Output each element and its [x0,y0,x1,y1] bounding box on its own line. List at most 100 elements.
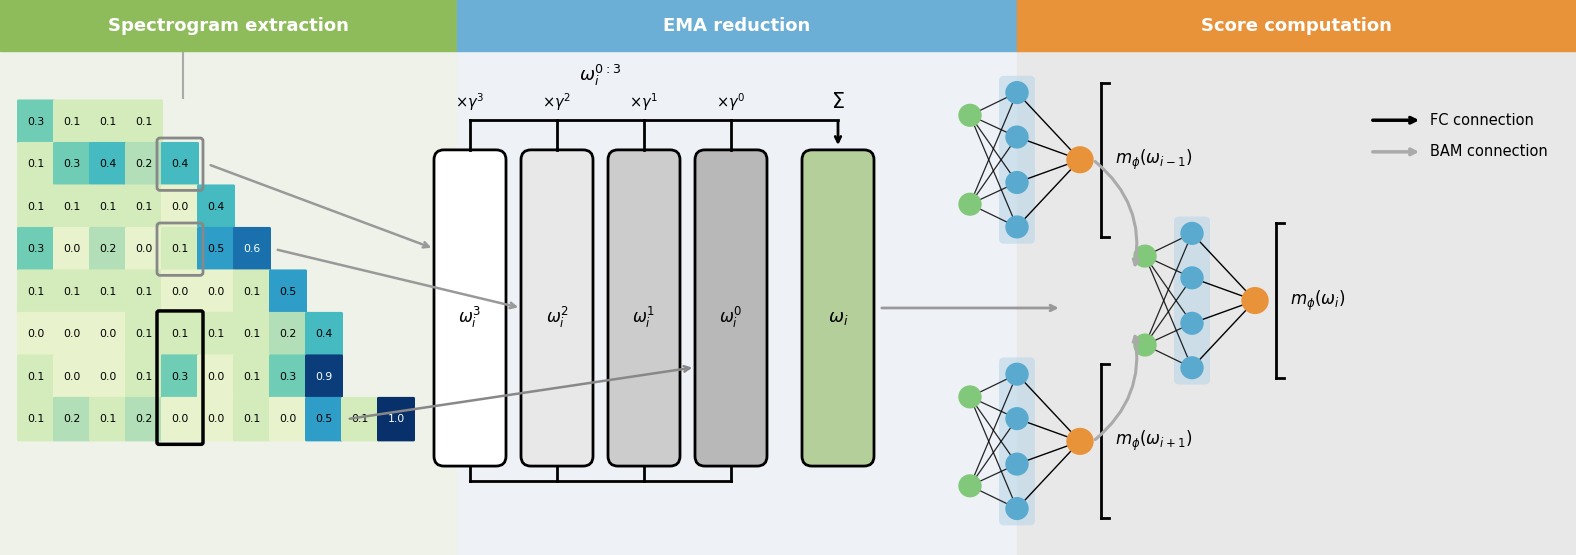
FancyBboxPatch shape [161,355,199,399]
Text: 0.4: 0.4 [99,159,117,169]
Circle shape [1067,147,1094,173]
Circle shape [1180,267,1202,289]
Text: $\omega_i^1$: $\omega_i^1$ [632,305,656,330]
FancyBboxPatch shape [17,355,55,399]
FancyBboxPatch shape [17,227,55,271]
Text: $\times\gamma^0$: $\times\gamma^0$ [717,92,745,113]
Text: $\omega_i^2$: $\omega_i^2$ [545,305,569,330]
FancyBboxPatch shape [433,150,506,466]
Text: 0.5: 0.5 [208,244,225,254]
FancyBboxPatch shape [377,397,414,441]
FancyBboxPatch shape [197,355,235,399]
FancyBboxPatch shape [197,227,235,271]
Text: $\boldsymbol{A_i}$: $\boldsymbol{A_i}$ [172,20,195,46]
Text: $m_\phi(\omega_{i+1})$: $m_\phi(\omega_{i+1})$ [1114,429,1193,453]
Text: 0.0: 0.0 [208,372,225,382]
FancyBboxPatch shape [125,312,162,356]
Text: 0.1: 0.1 [63,117,80,127]
Text: 0.0: 0.0 [63,244,80,254]
FancyBboxPatch shape [608,150,679,466]
Text: 0.0: 0.0 [27,329,44,339]
FancyBboxPatch shape [161,397,199,441]
Text: 0.1: 0.1 [27,414,44,424]
Circle shape [1005,216,1028,238]
Circle shape [1135,334,1157,356]
Text: 0.2: 0.2 [63,414,80,424]
FancyBboxPatch shape [88,142,128,186]
Text: 0.3: 0.3 [279,372,296,382]
Text: 0.4: 0.4 [208,201,225,211]
Circle shape [1005,453,1028,475]
FancyBboxPatch shape [54,312,91,356]
Text: BAM connection: BAM connection [1429,144,1548,159]
Text: $\omega_i^0$: $\omega_i^0$ [719,305,742,330]
Circle shape [960,104,980,126]
Text: 0.1: 0.1 [99,117,117,127]
Circle shape [1242,287,1269,314]
Circle shape [1005,364,1028,385]
Text: 0.1: 0.1 [351,414,369,424]
FancyBboxPatch shape [197,312,235,356]
FancyBboxPatch shape [695,150,768,466]
FancyBboxPatch shape [17,312,55,356]
Text: 0.3: 0.3 [172,372,189,382]
Text: EMA reduction: EMA reduction [663,17,810,34]
Text: 0.2: 0.2 [279,329,296,339]
FancyBboxPatch shape [269,312,307,356]
FancyBboxPatch shape [88,227,128,271]
FancyBboxPatch shape [17,184,55,229]
FancyBboxPatch shape [161,227,199,271]
Circle shape [1180,357,1202,379]
Text: 0.2: 0.2 [136,159,153,169]
Text: 0.3: 0.3 [63,159,80,169]
Text: 0.1: 0.1 [27,287,44,297]
FancyBboxPatch shape [54,355,91,399]
Circle shape [960,475,980,497]
FancyBboxPatch shape [125,269,162,314]
FancyBboxPatch shape [54,184,91,229]
Circle shape [960,193,980,215]
FancyBboxPatch shape [161,312,199,356]
FancyBboxPatch shape [88,397,128,441]
Text: 0.3: 0.3 [27,244,44,254]
Text: 0.2: 0.2 [99,244,117,254]
Circle shape [1005,126,1028,148]
FancyBboxPatch shape [17,397,55,441]
FancyBboxPatch shape [54,142,91,186]
Text: 0.4: 0.4 [172,159,189,169]
Text: 0.1: 0.1 [136,372,153,382]
FancyBboxPatch shape [269,397,307,441]
Text: 0.1: 0.1 [243,329,260,339]
Text: 0.4: 0.4 [315,329,333,339]
Circle shape [1180,312,1202,334]
Circle shape [1135,245,1157,267]
Text: 0.0: 0.0 [208,287,225,297]
Text: 1.0: 1.0 [388,414,405,424]
Text: 0.0: 0.0 [136,244,153,254]
Text: 0.1: 0.1 [99,287,117,297]
Text: 0.1: 0.1 [99,201,117,211]
Text: 0.1: 0.1 [136,201,153,211]
Text: 0.0: 0.0 [172,201,189,211]
Circle shape [1005,498,1028,519]
FancyBboxPatch shape [125,142,162,186]
FancyBboxPatch shape [88,355,128,399]
Text: $\times\gamma^3$: $\times\gamma^3$ [455,92,485,113]
FancyBboxPatch shape [233,312,271,356]
FancyBboxPatch shape [161,142,199,186]
Text: 0.1: 0.1 [243,372,260,382]
Text: Score computation: Score computation [1201,17,1392,34]
FancyBboxPatch shape [125,397,162,441]
Text: 0.1: 0.1 [208,329,225,339]
FancyBboxPatch shape [233,397,271,441]
Circle shape [1005,82,1028,103]
FancyBboxPatch shape [161,184,199,229]
Text: 0.1: 0.1 [136,117,153,127]
Text: 0.0: 0.0 [279,414,296,424]
Text: 0.6: 0.6 [243,244,260,254]
FancyBboxPatch shape [54,99,91,144]
Text: $m_\phi(\omega_{i-1})$: $m_\phi(\omega_{i-1})$ [1114,148,1193,172]
Text: $m_\phi(\omega_i)$: $m_\phi(\omega_i)$ [1291,289,1346,312]
FancyBboxPatch shape [88,312,128,356]
Text: 0.0: 0.0 [208,414,225,424]
